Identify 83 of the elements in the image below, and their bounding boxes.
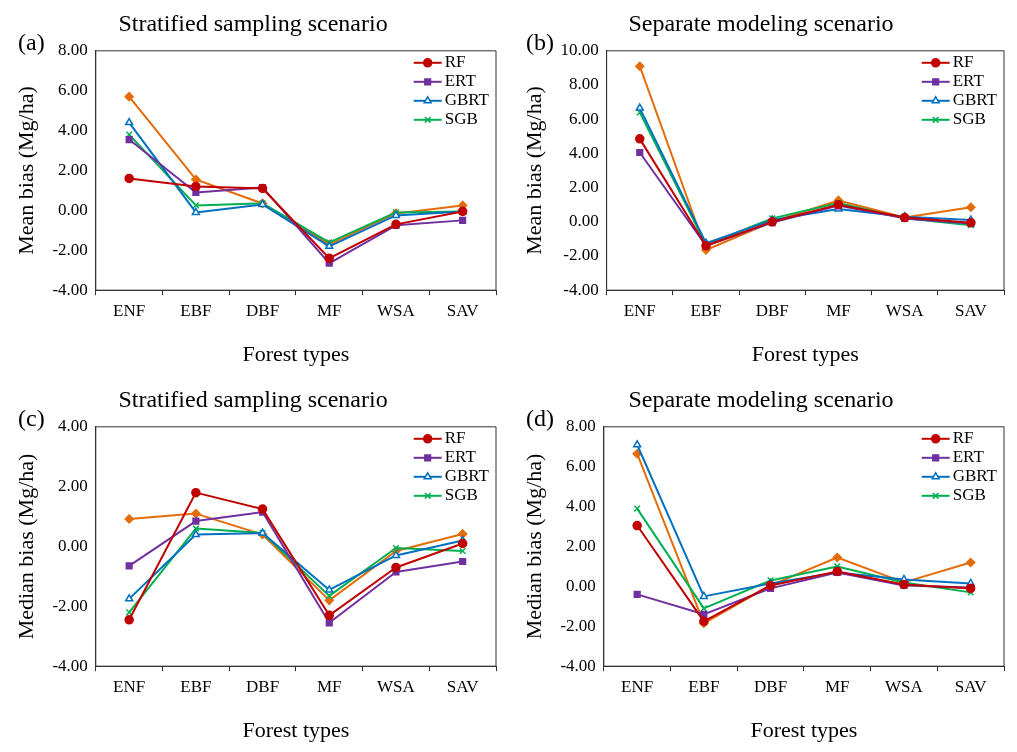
y-axis-title: Mean bias (Mg/ha) [12,86,38,255]
legend-label: ERT [952,447,985,467]
y-tick-label: 0.00 [58,199,88,219]
y-tick-label: 10.00 [560,40,599,60]
chart-title: Stratified sampling scenario [118,9,388,36]
x-tick-label: MF [826,300,851,320]
legend-label: RF [952,428,974,448]
text: (b) [526,29,554,56]
y-tick-label: 6.00 [566,456,596,476]
x-tick-label: WSA [885,676,924,696]
text: (a) [18,29,45,56]
y-tick-label: 8.00 [566,416,596,436]
legend-label: ERT [444,447,477,467]
y-tick-label: 0.00 [58,535,88,555]
y-tick-label: 4.00 [566,496,596,516]
x-axis-title: Forest types [242,340,350,366]
x-tick-label: EBF [688,676,720,696]
x-tick-label: WSA [377,676,416,696]
x-tick-label: ENF [113,676,146,696]
x-tick-label: MF [824,676,850,696]
x-tick-label: ENF [113,300,146,320]
legend-label: RF [444,428,466,448]
y-tick-label: -4.00 [563,279,599,299]
chart-title: Stratified sampling scenario [118,385,388,412]
x-tick-label: MF [316,676,342,696]
x-tick-label: MF [316,300,342,320]
x-axis-title: Forest types [242,716,350,742]
x-tick-label: SAV [446,300,480,320]
legend-label: RF [952,52,974,72]
x-tick-label: SAV [954,300,988,320]
y-tick-label: -4.00 [52,279,88,299]
legend-label: SGB [952,485,986,505]
y-axis-title: Mean bias (Mg/ha) [520,86,546,255]
y-tick-label: 2.00 [58,159,88,179]
y-tick-label: -2.00 [560,615,596,635]
y-tick-label: -4.00 [560,655,596,675]
y-tick-label: 6.00 [58,80,88,100]
legend-label: GBRT [952,90,998,110]
x-tick-label: WSA [377,300,416,320]
legend-label: ERT [444,71,477,91]
y-tick-label: 8.00 [58,40,88,60]
text: (c) [18,405,45,432]
x-tick-label: EBF [180,300,212,320]
y-tick-label: 4.00 [568,142,599,162]
y-tick-label: 4.00 [58,416,88,436]
y-tick-label: -4.00 [52,655,88,675]
x-tick-label: EBF [180,676,212,696]
legend-label: RF [444,52,466,72]
legend-label: GBRT [444,90,490,110]
x-tick-label: ENF [621,676,654,696]
y-axis-title: Median bias (Mg/ha) [520,453,546,640]
x-tick-label: SAV [954,676,988,696]
chart-title: Separate modeling scenario [628,385,894,412]
y-tick-label: 2.00 [58,476,88,496]
x-axis-title: Forest types [750,716,858,742]
legend-label: ERT [952,71,985,91]
y-tick-label: -2.00 [563,245,599,265]
x-tick-label: DBF [755,300,789,320]
y-tick-label: -2.00 [52,239,88,259]
x-tick-label: EBF [690,300,722,320]
text: (d) [526,405,554,432]
y-tick-label: 4.00 [58,120,88,140]
x-tick-label: DBF [246,300,280,320]
y-tick-label: 2.00 [566,535,596,555]
y-axis-title: Median bias (Mg/ha) [12,453,38,640]
x-tick-label: WSA [885,300,925,320]
x-tick-label: SAV [446,676,480,696]
legend-label: SGB [444,109,478,129]
x-tick-label: DBF [246,676,280,696]
chart-title: Separate modeling scenario [628,9,894,36]
y-tick-label: 0.00 [566,575,596,595]
legend-label: SGB [444,485,478,505]
legend-label: GBRT [444,466,490,486]
y-tick-label: -2.00 [52,595,88,615]
legend-label: SGB [952,109,986,129]
x-axis-title: Forest types [751,340,859,366]
x-tick-label: DBF [754,676,788,696]
y-tick-label: 0.00 [568,211,599,231]
y-tick-label: 6.00 [568,108,599,128]
x-tick-label: ENF [623,300,656,320]
legend-label: GBRT [952,466,998,486]
y-tick-label: 8.00 [568,74,599,94]
y-tick-label: 2.00 [568,177,599,197]
